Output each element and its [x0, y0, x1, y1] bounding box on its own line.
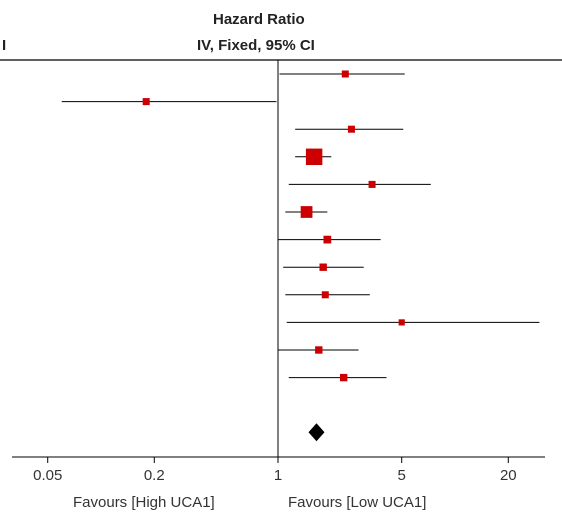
column-title: Hazard Ratio: [213, 11, 305, 28]
column-method: IV, Fixed, 95% CI: [197, 37, 315, 54]
x-tick-label: 0.2: [144, 467, 165, 484]
study-marker: [319, 263, 327, 271]
study-marker: [398, 319, 405, 326]
study-marker: [321, 291, 329, 299]
study-marker: [347, 125, 355, 133]
study-marker: [142, 98, 150, 106]
study-marker: [315, 346, 323, 354]
favours-right-label: Favours [Low UCA1]: [288, 494, 427, 511]
x-tick-label: 1: [274, 467, 282, 484]
summary-diamond: [308, 423, 325, 442]
study-marker: [368, 180, 376, 188]
study-marker: [305, 148, 323, 166]
study-marker: [323, 235, 332, 244]
x-tick-label: 0.05: [33, 467, 62, 484]
study-marker: [341, 70, 349, 78]
x-tick-label: 20: [500, 467, 517, 484]
study-marker: [339, 373, 348, 382]
favours-left-label: Favours [High UCA1]: [73, 494, 215, 511]
truncated-column-mark: I: [2, 37, 7, 54]
study-marker: [300, 206, 313, 218]
x-tick-label: 5: [398, 467, 406, 484]
